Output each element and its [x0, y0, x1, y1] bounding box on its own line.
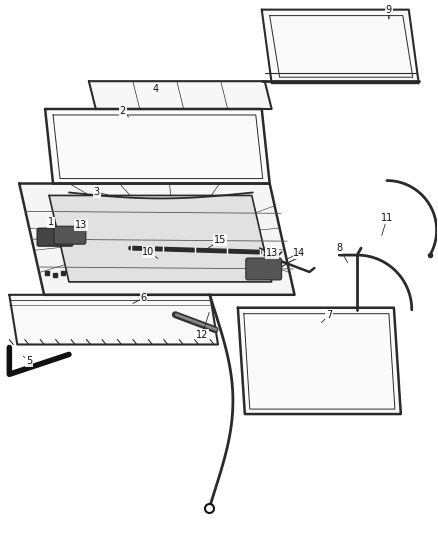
FancyBboxPatch shape	[37, 228, 73, 246]
Text: 3: 3	[94, 188, 100, 197]
Polygon shape	[45, 109, 270, 183]
FancyBboxPatch shape	[246, 258, 282, 280]
Text: 9: 9	[386, 5, 392, 14]
Polygon shape	[89, 81, 272, 109]
Polygon shape	[9, 295, 218, 344]
Text: 14: 14	[293, 248, 306, 258]
FancyBboxPatch shape	[54, 226, 86, 244]
Text: 13: 13	[265, 248, 278, 258]
Text: 6: 6	[141, 293, 147, 303]
Text: 7: 7	[326, 310, 332, 320]
Polygon shape	[49, 196, 272, 282]
Text: 10: 10	[142, 247, 155, 257]
Polygon shape	[262, 10, 419, 83]
Text: 8: 8	[336, 243, 342, 253]
Polygon shape	[19, 183, 294, 295]
Text: 15: 15	[214, 235, 226, 245]
Text: 5: 5	[26, 357, 32, 366]
Text: 4: 4	[152, 84, 159, 94]
Text: 11: 11	[381, 213, 393, 223]
Text: 12: 12	[196, 329, 208, 340]
Text: 13: 13	[75, 220, 87, 230]
Text: 2: 2	[120, 106, 126, 116]
Text: 1: 1	[48, 217, 54, 227]
Polygon shape	[238, 308, 401, 414]
